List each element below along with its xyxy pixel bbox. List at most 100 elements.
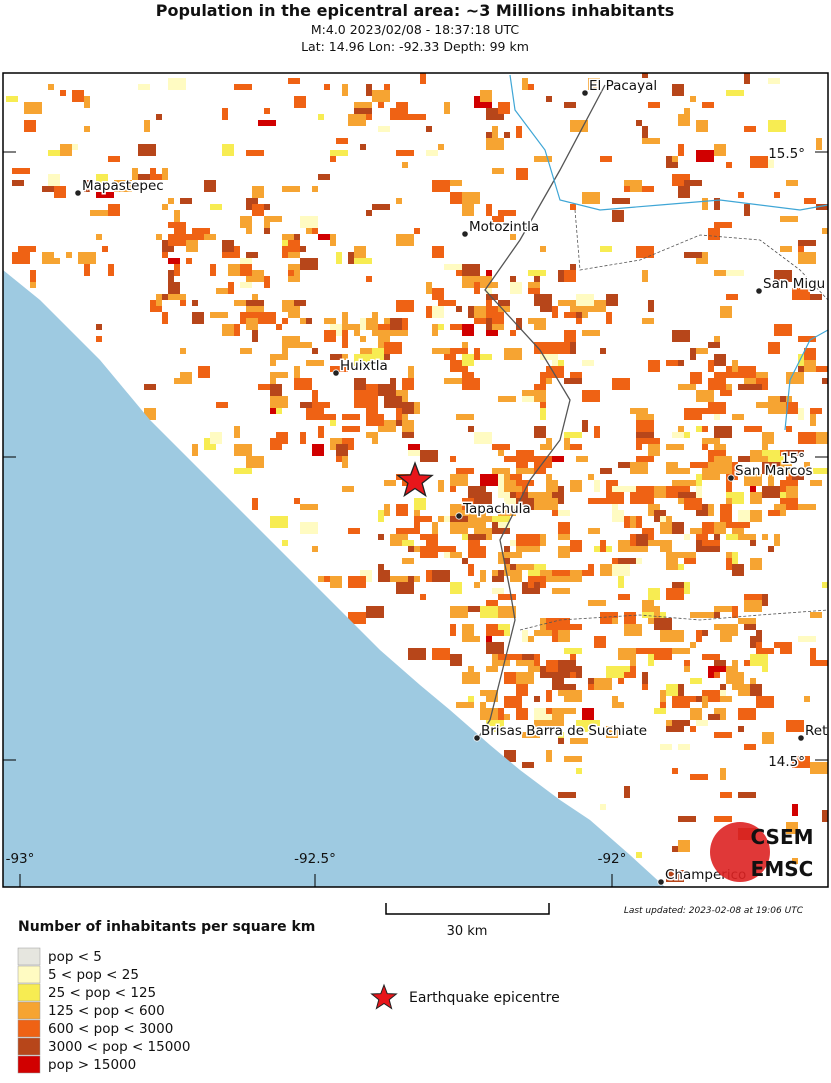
population-cell bbox=[546, 96, 552, 102]
population-cell bbox=[498, 210, 516, 216]
population-cell bbox=[258, 312, 276, 324]
river bbox=[784, 329, 828, 431]
population-cell bbox=[732, 606, 738, 618]
population-cell bbox=[720, 504, 732, 516]
population-cell bbox=[606, 312, 612, 324]
population-cell bbox=[516, 498, 534, 510]
population-cell bbox=[786, 402, 798, 414]
population-cell bbox=[402, 402, 414, 414]
population-cell bbox=[786, 474, 792, 486]
population-cell bbox=[588, 78, 600, 90]
population-cell bbox=[726, 678, 744, 684]
population-cell bbox=[726, 558, 732, 570]
population-cell bbox=[108, 204, 120, 216]
population-cell bbox=[534, 630, 552, 636]
population-cell bbox=[414, 576, 420, 582]
population-cell bbox=[570, 372, 582, 378]
population-cell bbox=[486, 636, 492, 642]
city-label: Motozintla bbox=[469, 219, 539, 235]
population-cell bbox=[636, 516, 642, 528]
population-cell bbox=[702, 654, 720, 660]
population-cell bbox=[714, 426, 732, 438]
population-cell bbox=[168, 282, 180, 294]
population-cell bbox=[816, 204, 828, 210]
population-cell bbox=[396, 198, 402, 204]
population-cell bbox=[720, 684, 726, 690]
population-cell bbox=[660, 744, 672, 750]
population-cell bbox=[702, 102, 714, 108]
population-cell bbox=[300, 258, 318, 270]
population-cell bbox=[576, 720, 594, 726]
population-cell bbox=[486, 204, 492, 216]
population-cell bbox=[702, 426, 708, 432]
population-cell bbox=[546, 438, 552, 450]
city-label: Brisas Barra de Suchiate bbox=[481, 723, 647, 739]
population-cell bbox=[732, 684, 738, 690]
population-cell bbox=[666, 444, 684, 450]
population-cell bbox=[300, 216, 318, 228]
population-cell bbox=[762, 432, 768, 444]
population-cell bbox=[330, 234, 336, 246]
population-cell bbox=[294, 498, 300, 504]
population-cell bbox=[306, 228, 312, 234]
population-cell bbox=[12, 180, 24, 186]
population-cell bbox=[642, 186, 654, 192]
population-cell bbox=[312, 228, 318, 234]
population-cell bbox=[678, 684, 684, 696]
population-cell bbox=[720, 630, 732, 642]
population-cell bbox=[726, 90, 744, 96]
population-cell bbox=[366, 402, 378, 414]
legend: pop < 5 5 < pop < 25 25 < pop < 125 125 < p… bbox=[17, 947, 191, 1074]
population-cell bbox=[564, 624, 582, 630]
population-cell bbox=[726, 294, 738, 300]
population-cell bbox=[558, 660, 576, 666]
population-cell bbox=[300, 522, 318, 534]
population-cell bbox=[672, 432, 690, 438]
population-cell bbox=[420, 594, 426, 600]
admin-border bbox=[574, 209, 828, 301]
population-cell bbox=[396, 234, 414, 246]
population-cell bbox=[714, 354, 726, 366]
population-cell bbox=[546, 366, 564, 378]
population-cell bbox=[744, 426, 762, 432]
city-dot bbox=[74, 189, 82, 197]
population-cell bbox=[390, 330, 408, 336]
population-cell bbox=[450, 654, 462, 666]
population-cell bbox=[462, 264, 480, 276]
population-cell bbox=[636, 534, 648, 546]
population-cell bbox=[204, 234, 216, 240]
population-cell bbox=[642, 438, 660, 444]
population-cell bbox=[384, 396, 402, 408]
population-cell bbox=[762, 648, 774, 654]
population-cell bbox=[684, 108, 690, 114]
population-cell bbox=[174, 264, 180, 276]
population-cell bbox=[420, 534, 438, 540]
population-cell bbox=[504, 546, 510, 552]
population-cell bbox=[558, 522, 570, 534]
population-cell bbox=[534, 426, 546, 438]
population-cell bbox=[732, 564, 744, 576]
population-cell bbox=[402, 162, 408, 168]
population-cell bbox=[498, 552, 510, 558]
population-cell bbox=[540, 246, 546, 252]
population-cell bbox=[756, 696, 774, 708]
population-cell bbox=[426, 282, 432, 294]
population-cell bbox=[516, 708, 528, 720]
population-cell bbox=[438, 144, 444, 150]
population-cell bbox=[294, 366, 300, 378]
population-cell bbox=[306, 360, 318, 366]
population-cell bbox=[462, 534, 468, 540]
population-cell bbox=[534, 156, 552, 162]
population-cell bbox=[330, 150, 348, 156]
population-cell bbox=[684, 432, 690, 438]
population-cell bbox=[714, 732, 732, 738]
population-cell bbox=[528, 270, 546, 276]
population-cell bbox=[612, 564, 630, 576]
population-cell bbox=[354, 108, 372, 114]
logo-text: CSEM bbox=[750, 825, 813, 849]
population-cell bbox=[282, 540, 288, 546]
population-cell bbox=[492, 630, 504, 636]
population-cell bbox=[372, 90, 390, 102]
population-cell bbox=[612, 696, 618, 708]
city-dot bbox=[461, 230, 469, 238]
